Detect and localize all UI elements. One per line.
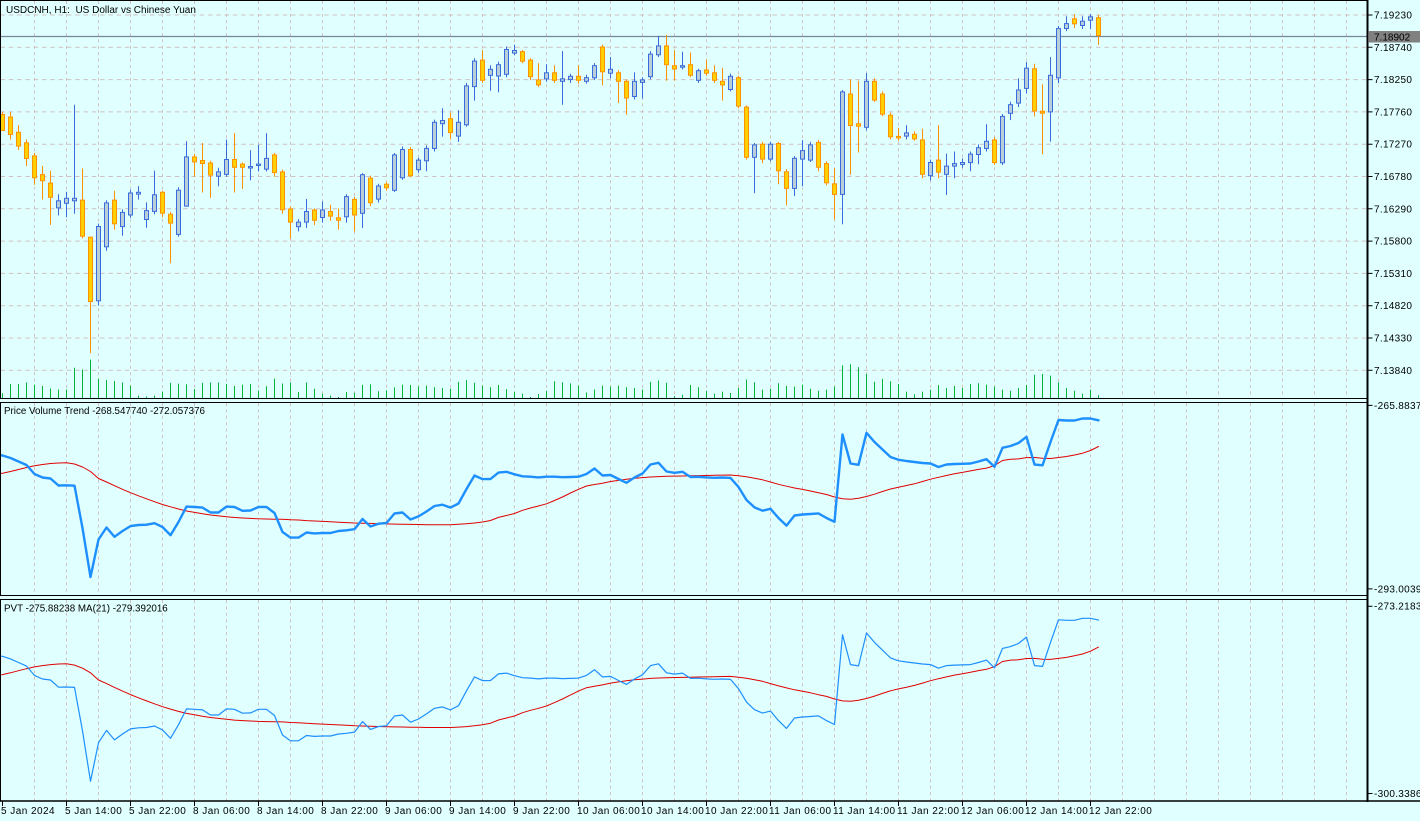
svg-text:-293.003977: -293.003977	[1374, 584, 1420, 595]
svg-text:7.19230: 7.19230	[1374, 11, 1412, 22]
svg-text:11 Jan 14:00: 11 Jan 14:00	[833, 806, 896, 817]
svg-text:7.18250: 7.18250	[1374, 75, 1412, 86]
svg-text:5 Jan 14:00: 5 Jan 14:00	[65, 806, 122, 817]
svg-text:8 Jan 22:00: 8 Jan 22:00	[321, 806, 378, 817]
svg-text:-265.88375: -265.88375	[1374, 401, 1420, 412]
svg-text:7.15310: 7.15310	[1374, 269, 1412, 280]
svg-text:7.18902: 7.18902	[1374, 33, 1411, 44]
svg-text:11 Jan 22:00: 11 Jan 22:00	[897, 806, 960, 817]
svg-text:12 Jan 22:00: 12 Jan 22:00	[1089, 806, 1152, 817]
svg-text:Price Volume Trend -268.547740: Price Volume Trend -268.547740 -272.0573…	[4, 406, 206, 417]
svg-text:-273.21839: -273.21839	[1374, 602, 1420, 613]
svg-text:7.17760: 7.17760	[1374, 107, 1412, 118]
svg-text:10 Jan 22:00: 10 Jan 22:00	[705, 806, 768, 817]
svg-text:12 Jan 06:00: 12 Jan 06:00	[961, 806, 1024, 817]
svg-text:10 Jan 14:00: 10 Jan 14:00	[641, 806, 704, 817]
svg-text:9 Jan 06:00: 9 Jan 06:00	[385, 806, 442, 817]
svg-text:7.14820: 7.14820	[1374, 301, 1412, 312]
svg-text:7.15800: 7.15800	[1374, 237, 1412, 248]
svg-text:7.16780: 7.16780	[1374, 172, 1412, 183]
svg-text:7.17270: 7.17270	[1374, 140, 1412, 151]
svg-text:7.14330: 7.14330	[1374, 334, 1412, 345]
svg-text:-300.33861: -300.33861	[1374, 789, 1420, 800]
svg-text:9 Jan 22:00: 9 Jan 22:00	[513, 806, 570, 817]
svg-text:7.16290: 7.16290	[1374, 204, 1412, 215]
svg-text:9 Jan 14:00: 9 Jan 14:00	[449, 806, 506, 817]
svg-text:8 Jan 06:00: 8 Jan 06:00	[193, 806, 250, 817]
svg-text:10 Jan 06:00: 10 Jan 06:00	[577, 806, 640, 817]
svg-text:8 Jan 14:00: 8 Jan 14:00	[257, 806, 314, 817]
svg-text:12 Jan 14:00: 12 Jan 14:00	[1025, 806, 1088, 817]
svg-text:11 Jan 06:00: 11 Jan 06:00	[769, 806, 832, 817]
svg-text:7.18740: 7.18740	[1374, 43, 1412, 54]
svg-text:7.13840: 7.13840	[1374, 366, 1412, 377]
svg-text:5 Jan 2024: 5 Jan 2024	[1, 806, 55, 817]
svg-text:5 Jan 22:00: 5 Jan 22:00	[129, 806, 186, 817]
svg-text:USDCNH, H1: US Dollar vs Chin: USDCNH, H1: US Dollar vs Chinese Yuan	[6, 5, 196, 16]
svg-text:PVT -275.88238 MA(21) -279.392: PVT -275.88238 MA(21) -279.392016	[4, 604, 168, 615]
